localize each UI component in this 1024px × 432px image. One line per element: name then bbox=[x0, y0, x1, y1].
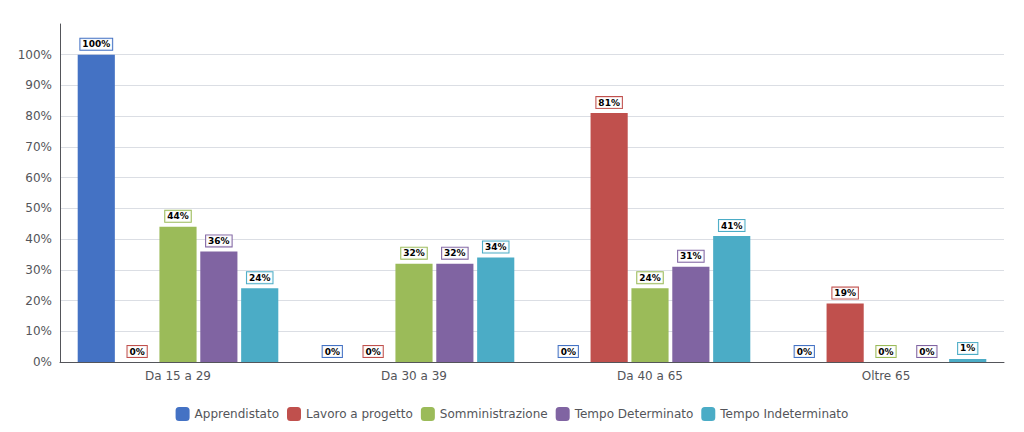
svg-text:20%: 20% bbox=[25, 294, 52, 308]
svg-text:40%: 40% bbox=[25, 232, 52, 246]
svg-text:Da 40 a 65: Da 40 a 65 bbox=[617, 369, 683, 383]
svg-text:0%: 0% bbox=[797, 347, 812, 357]
svg-text:Da 15 a 29: Da 15 a 29 bbox=[145, 369, 211, 383]
svg-text:0%: 0% bbox=[129, 347, 144, 357]
svg-text:10%: 10% bbox=[25, 324, 52, 338]
svg-text:32%: 32% bbox=[444, 248, 466, 258]
svg-text:32%: 32% bbox=[403, 248, 425, 258]
svg-text:31%: 31% bbox=[680, 251, 702, 261]
svg-text:0%: 0% bbox=[878, 347, 893, 357]
svg-text:Oltre 65: Oltre 65 bbox=[862, 369, 911, 383]
svg-text:36%: 36% bbox=[208, 236, 230, 246]
svg-text:1%: 1% bbox=[960, 343, 975, 353]
svg-text:Apprendistato: Apprendistato bbox=[195, 407, 279, 421]
svg-text:0%: 0% bbox=[561, 347, 576, 357]
svg-text:0%: 0% bbox=[365, 347, 380, 357]
svg-text:24%: 24% bbox=[249, 273, 271, 283]
svg-text:0%: 0% bbox=[325, 347, 340, 357]
svg-text:34%: 34% bbox=[485, 242, 507, 252]
svg-text:90%: 90% bbox=[25, 78, 52, 92]
svg-text:Lavoro a progetto: Lavoro a progetto bbox=[306, 407, 413, 421]
svg-text:0%: 0% bbox=[919, 347, 934, 357]
svg-text:0%: 0% bbox=[33, 355, 52, 369]
svg-text:100%: 100% bbox=[82, 39, 110, 49]
svg-text:80%: 80% bbox=[25, 109, 52, 123]
svg-text:44%: 44% bbox=[167, 211, 189, 221]
svg-text:24%: 24% bbox=[639, 273, 661, 283]
svg-text:50%: 50% bbox=[25, 201, 52, 215]
svg-text:41%: 41% bbox=[721, 221, 743, 231]
svg-text:30%: 30% bbox=[25, 263, 52, 277]
svg-text:Da 30 a 39: Da 30 a 39 bbox=[381, 369, 447, 383]
svg-text:60%: 60% bbox=[25, 171, 52, 185]
svg-text:100%: 100% bbox=[18, 48, 52, 62]
svg-text:Somministrazione: Somministrazione bbox=[440, 407, 548, 421]
svg-text:Tempo Indeterminato: Tempo Indeterminato bbox=[719, 407, 848, 421]
svg-text:Tempo Determinato: Tempo Determinato bbox=[574, 407, 694, 421]
svg-text:70%: 70% bbox=[25, 140, 52, 154]
svg-text:19%: 19% bbox=[834, 288, 856, 298]
svg-text:81%: 81% bbox=[598, 98, 620, 108]
